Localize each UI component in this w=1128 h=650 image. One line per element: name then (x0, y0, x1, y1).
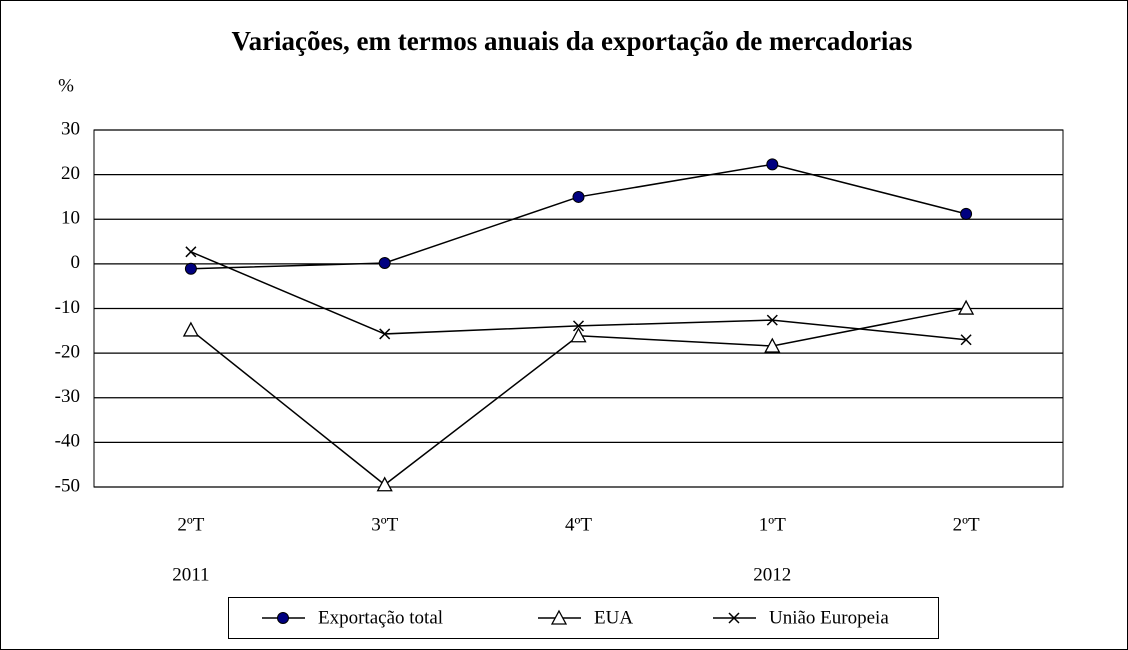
point (378, 256, 391, 269)
point (184, 262, 197, 275)
chart-title: Variações, em termos anuais da exportaçã… (232, 26, 913, 56)
year-label: 2012 (753, 564, 791, 585)
y-tick-label: -40 (55, 431, 80, 452)
point (766, 314, 778, 326)
point (960, 334, 972, 346)
y-tick-label: -30 (55, 386, 80, 407)
x-tick-label: 2ºT (953, 514, 980, 535)
y-tick-label: -20 (55, 341, 80, 362)
point (379, 328, 391, 340)
point (570, 327, 587, 343)
x-tick-label: 2ºT (177, 514, 204, 535)
y-tick-label: 20 (61, 163, 80, 184)
legend (228, 597, 939, 639)
y-tick-label: 10 (61, 208, 80, 229)
x-tick-label: 1ºT (759, 514, 786, 535)
y-tick-label: -50 (55, 475, 80, 496)
point (572, 320, 585, 332)
point (960, 207, 973, 220)
legend-marker (277, 612, 289, 624)
legend-marker (550, 609, 568, 625)
y-tick-label: 0 (71, 252, 81, 273)
x-tick-label: 4ºT (565, 514, 592, 535)
y-axis-label: % (58, 75, 74, 96)
legend-label: EUA (594, 607, 633, 628)
y-tick-label: -10 (55, 297, 80, 318)
point (764, 337, 781, 353)
year-label: 2011 (172, 564, 209, 585)
legend-label: Exportação total (318, 607, 443, 628)
point (572, 190, 585, 203)
x-tick-label: 3ºT (371, 514, 398, 535)
point (185, 246, 197, 258)
y-tick-label: 30 (61, 118, 80, 139)
point (182, 321, 199, 337)
point (766, 158, 779, 171)
legend-label: União Europeia (769, 607, 889, 628)
legend-marker (728, 612, 740, 624)
point (376, 476, 393, 492)
point (958, 299, 975, 315)
